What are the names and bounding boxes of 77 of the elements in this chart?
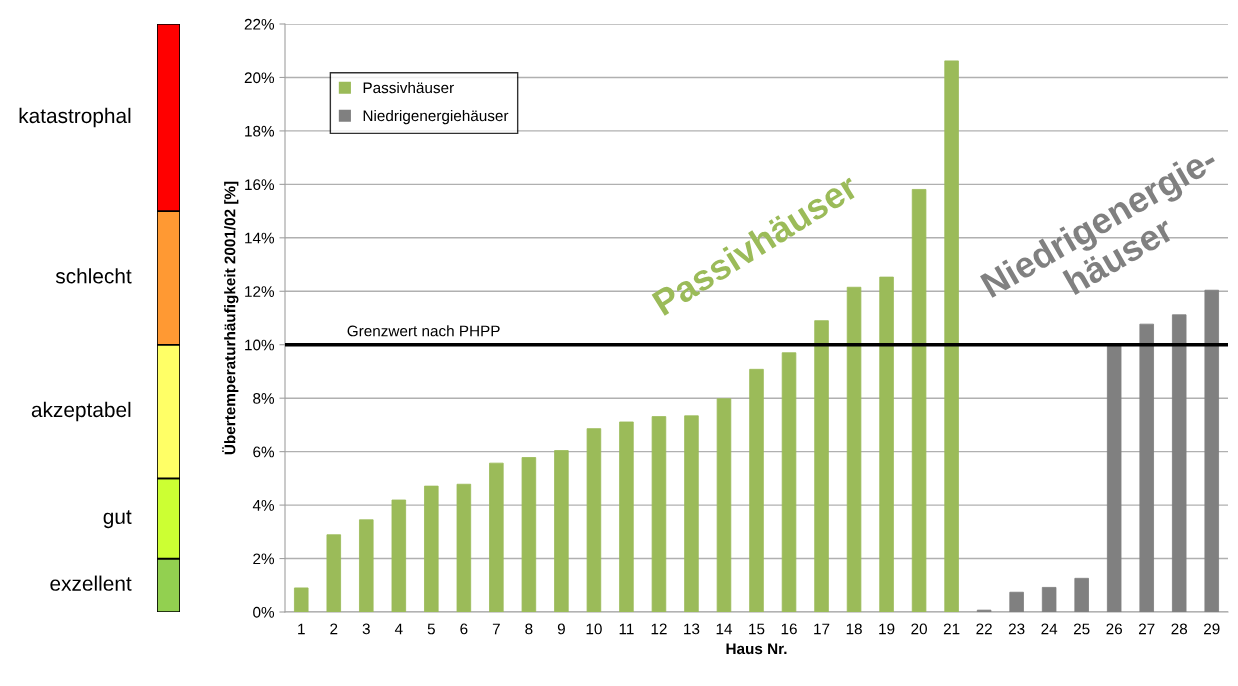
bar [1074, 577, 1089, 612]
y-tick-label: 22% [244, 18, 275, 30]
bar [554, 450, 569, 612]
y-axis-title: Übertemperaturhäufigkeit 2001/02 [%] [222, 181, 239, 455]
bar [521, 457, 537, 612]
x-tick-label: 7 [492, 623, 500, 635]
y-tick-label: 4% [252, 500, 275, 511]
series-label: gut [103, 510, 132, 529]
bar [489, 462, 504, 612]
y-tick-label: 0% [253, 606, 275, 618]
bar [1139, 323, 1154, 612]
bar [424, 485, 439, 612]
x-tick-label: 2 [330, 623, 338, 635]
bar [1041, 586, 1057, 612]
bar [911, 189, 927, 612]
bar [359, 519, 374, 612]
x-tick-label: 14 [716, 623, 733, 635]
bar [944, 60, 959, 612]
x-tick-label: 21 [943, 623, 960, 635]
bar [1171, 314, 1187, 612]
x-axis-title: Haus Nr. [726, 643, 787, 655]
x-tick-label: 25 [1073, 623, 1090, 635]
legend-label: Niedrigenergiehäuser [363, 109, 509, 125]
x-tick-label: 9 [557, 623, 565, 635]
bar [814, 320, 829, 612]
x-tick-label: 11 [619, 623, 634, 635]
x-tick-label: 12 [651, 623, 667, 635]
x-tick-label: 22 [976, 623, 992, 635]
x-tick-label: 19 [879, 623, 895, 635]
bar [651, 416, 667, 612]
bar [879, 276, 894, 612]
bar [456, 483, 472, 612]
x-tick-label: 8 [525, 623, 533, 635]
bar [586, 428, 602, 612]
y-tick-label: 20% [244, 72, 275, 84]
x-tick-label: 27 [1138, 623, 1155, 635]
bar [749, 368, 764, 612]
y-tick-label: 10% [245, 339, 275, 351]
y-tick-label: 12% [245, 286, 275, 297]
series-label: exzellent [50, 575, 132, 591]
bar [684, 415, 699, 612]
x-tick-label: 1 [298, 623, 305, 635]
bar [326, 534, 342, 612]
bar [1106, 344, 1122, 612]
x-tick-label: 18 [846, 623, 862, 635]
bar [294, 587, 309, 612]
x-tick-label: 17 [814, 623, 830, 635]
x-tick-label: 3 [362, 623, 370, 635]
x-tick-label: 13 [684, 623, 700, 635]
x-tick-label: 23 [1008, 623, 1025, 635]
y-tick-label: 6% [253, 446, 275, 458]
series-label: akzeptabel [31, 401, 131, 422]
y-tick-label: 2% [253, 553, 275, 565]
bar [391, 499, 407, 612]
x-tick-label: 16 [781, 623, 797, 635]
series-label: katastrophal [19, 107, 131, 128]
x-tick-label: 26 [1106, 623, 1123, 635]
x-tick-label: 29 [1204, 623, 1220, 635]
ref-line-label: Grenzwert nach PHPP [347, 325, 500, 337]
x-tick-label: 6 [460, 623, 468, 635]
y-tick-label: 16% [245, 179, 275, 191]
x-tick-label: 10 [586, 623, 602, 635]
legend-label: Passivhäuser [363, 81, 454, 94]
series-label: schlecht [55, 268, 132, 284]
y-tick-label: 18% [245, 125, 275, 137]
bar [619, 421, 634, 612]
x-tick-label: 4 [394, 623, 403, 635]
x-tick-label: 15 [749, 623, 765, 635]
x-tick-label: 28 [1171, 623, 1188, 635]
bar [781, 352, 797, 612]
bar [1009, 591, 1024, 612]
x-tick-label: 5 [427, 623, 435, 635]
x-tick-label: 24 [1041, 623, 1058, 635]
bar [716, 398, 732, 612]
x-tick-label: 20 [911, 623, 927, 635]
y-tick-label: 8% [253, 393, 275, 404]
y-tick-label: 14% [245, 232, 275, 244]
